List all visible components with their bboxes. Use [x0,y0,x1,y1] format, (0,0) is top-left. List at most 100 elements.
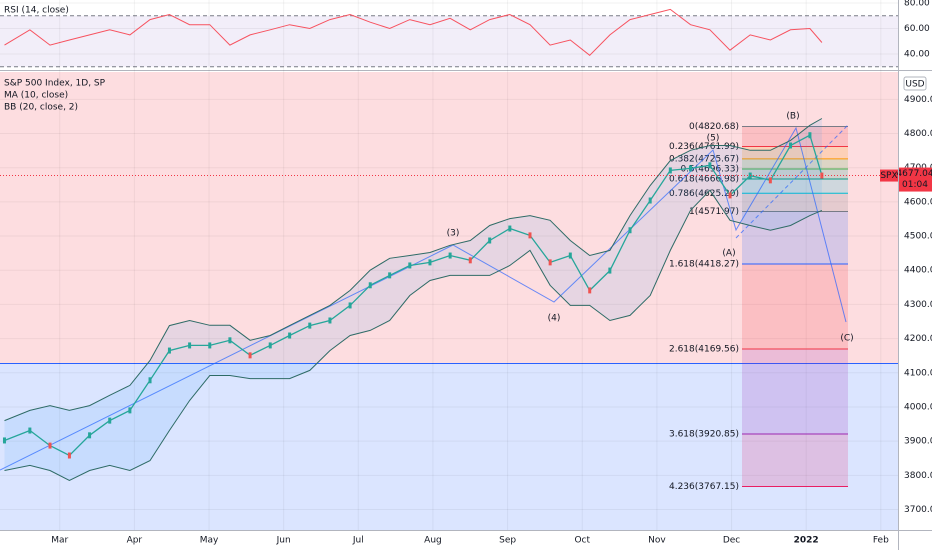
candle [28,427,32,434]
candle [768,177,772,184]
x-tick-label: Oct [574,536,590,546]
symbol-label: SPX [880,171,897,181]
y-tick-label: 4500.00 [904,232,932,242]
wave-label: (C) [840,334,853,344]
candle [789,142,793,149]
x-tick-label: 2022 [794,536,819,546]
candle [128,407,132,414]
y-tick-label: 80.00 [904,0,930,9]
candle [148,377,152,384]
fib-label: 0.382(4725.67) [669,154,739,164]
legend-title: RSI (14, close) [4,6,69,16]
candle [408,262,412,269]
candle [88,432,92,439]
candle [188,342,192,349]
candle [48,442,52,449]
fib-band [742,146,848,159]
fib-label: 0.618(4666.98) [669,174,739,184]
upper-zone [0,72,898,364]
y-tick-label: 3900.00 [904,437,932,447]
legend-entry: MA (10, close) [4,91,68,101]
legend-entry: BB (20, close, 2) [4,103,78,113]
x-tick-label: Sep [499,536,516,546]
y-tick-label: 60.00 [904,24,930,34]
fib-band [742,178,848,194]
x-tick-label: Mar [51,536,68,546]
price-line [4,134,823,457]
bb-fill [4,118,822,481]
wave-label: (A) [722,249,735,259]
candle [208,342,212,349]
fib-label: 0.5(4696.33) [680,164,739,174]
symbol-tag [880,169,898,182]
candle [668,167,672,174]
y-tick-label: 4200.00 [904,334,932,344]
rsi-line [4,8,823,56]
candle [808,132,812,139]
fib-label: 2.618(4169.56) [669,345,739,355]
x-tick-label: Jun [276,536,291,546]
candle [488,237,492,244]
y-tick-label: 4900.00 [904,95,932,105]
candle [228,337,232,344]
candle [708,162,712,169]
candle [728,192,732,199]
rsi-background [0,0,898,68]
candle [568,252,572,259]
x-tick-label: May [200,536,219,546]
candle [820,172,824,179]
y-tick-label: 4100.00 [904,368,932,378]
candle [388,272,392,279]
candle [348,302,352,309]
fib-label: 1.618(4418.27) [669,259,739,269]
fib-band [742,168,848,179]
candle [628,227,632,234]
currency-box [903,76,927,91]
lower-zone [0,363,898,530]
rsi-band [0,15,898,67]
currency-label: USD [905,80,924,90]
x-tick-label: Feb [873,536,889,546]
candle [108,417,112,424]
y-tick-label: 4300.00 [904,300,932,310]
x-tick-label: Nov [648,536,666,546]
trend-line [735,124,849,239]
candle [688,165,692,172]
fib-label: 0.786(4625.20) [669,189,739,199]
candle [528,232,532,239]
candle [508,225,512,232]
x-tick-label: Apr [127,536,143,546]
fib-band [742,349,848,435]
candle [468,257,472,264]
fib-label: 0(4820.68) [689,122,739,132]
candle [328,317,332,324]
candle [448,252,452,259]
candle [648,197,652,204]
candle [248,352,252,359]
y-tick-label: 40.00 [904,49,930,59]
y-tick-label: 4400.00 [904,266,932,276]
y-tick-label: 4800.00 [904,129,932,139]
y-tick-label: 4600.00 [904,197,932,207]
wave-label: (5) [707,134,720,144]
candle [167,347,171,354]
fib-band [742,211,848,264]
candle [308,322,312,329]
x-tick-label: Dec [723,536,740,546]
wave-label: (B) [786,112,799,122]
candle [608,267,612,274]
countdown-label: 01:04 [902,180,928,190]
candle [268,342,272,349]
x-tick-label: Jul [352,536,364,546]
candle [2,437,6,444]
rsi-pane: 80.00 60.00 40.00 RSI (14, close) [0,0,930,68]
candle [368,282,372,289]
price-tag [899,167,932,192]
bb-upper [4,118,823,422]
fib-band [742,434,848,487]
y-tick-label: 3700.00 [904,505,932,515]
fib-band [742,263,848,350]
wave-label: (4) [548,314,561,324]
x-tick-label: Aug [424,536,442,546]
